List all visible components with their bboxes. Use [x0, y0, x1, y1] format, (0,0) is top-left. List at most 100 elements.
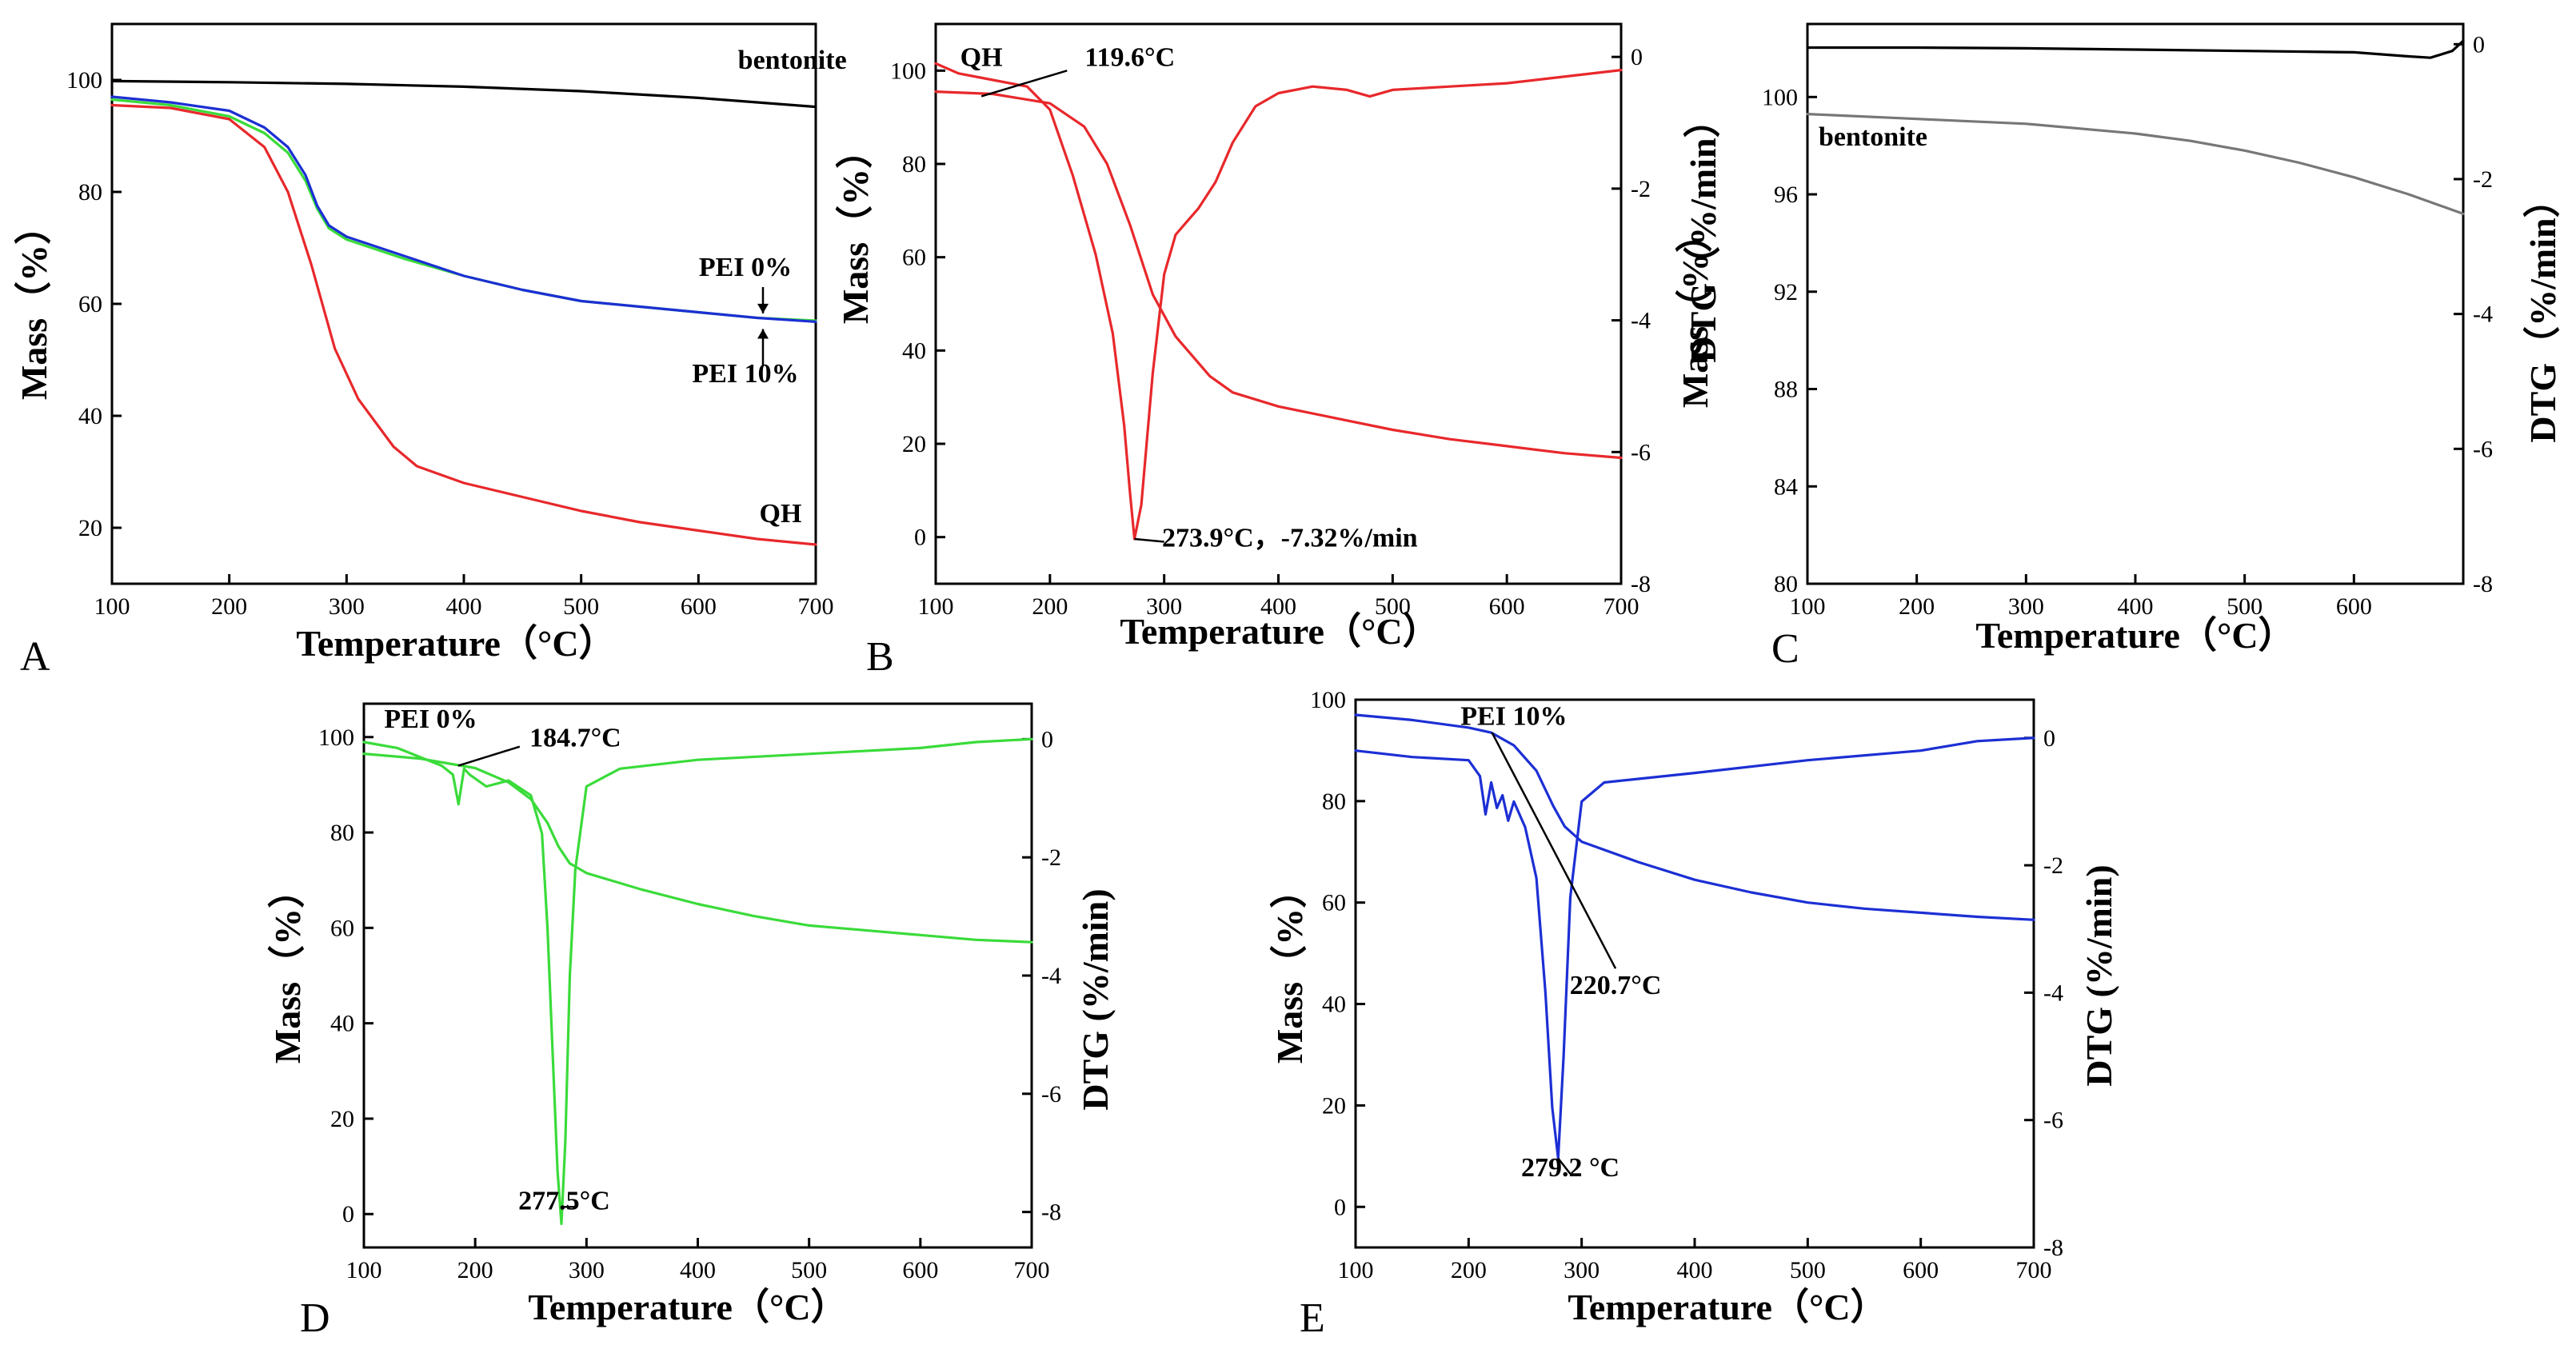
y-tick-label: 40 [330, 1011, 354, 1037]
x-tick-label: 400 [446, 593, 482, 620]
annotation: QH [760, 499, 802, 529]
y-tick-label: 40 [902, 337, 926, 364]
annotation: PEI 10% [1460, 702, 1567, 732]
y2-tick-label: -2 [1041, 844, 1061, 871]
y-tick-label: 0 [342, 1201, 354, 1227]
x-tick-label: 100 [918, 593, 954, 620]
x-tick-label: 400 [680, 1257, 716, 1283]
x-tick-label: 700 [1014, 1257, 1050, 1283]
panel-A: 100 200 300 400 500 600 700 20 40 60 80 100 Temperat… [14, 22, 847, 680]
leader-line [1491, 732, 1617, 969]
y2-tick-label: -8 [2043, 1235, 2063, 1261]
y2-tick-label: -4 [2473, 301, 2493, 328]
y2-tick-label: 0 [1041, 726, 1053, 752]
arrow-head-down [757, 303, 769, 313]
x-tick-label: 700 [2016, 1257, 2052, 1283]
y2-axis-label: DTG（%/min） [1683, 101, 1723, 362]
series-B-1 [934, 62, 1623, 541]
y2-tick-label: 0 [2473, 31, 2485, 58]
y-tick-label: 80 [1774, 571, 1798, 597]
x-axis-label: Temperature（°C） [528, 1287, 847, 1327]
leader-line [1134, 537, 1164, 543]
arrow-head-up [757, 329, 769, 339]
y2-tick-label: -4 [1631, 308, 1651, 334]
x-tick-label: 300 [1146, 593, 1182, 620]
y-tick-label: 100 [890, 58, 926, 84]
y-tick-label: 100 [1310, 687, 1346, 713]
plot-frame [362, 702, 1033, 1249]
x-tick-label: 600 [1489, 593, 1525, 620]
series-A-1 [110, 103, 817, 546]
series-A-2 [110, 98, 817, 322]
y-tick-label: 96 [1774, 182, 1798, 208]
y-tick-label: 84 [1774, 473, 1798, 500]
y2-tick-label: -8 [2473, 571, 2493, 597]
x-tick-label: 100 [1338, 1257, 1374, 1283]
y-tick-label: 60 [902, 245, 926, 271]
x-tick-label: 500 [2227, 593, 2262, 620]
x-tick-label: 200 [457, 1257, 493, 1283]
y-tick-label: 20 [902, 431, 926, 457]
y2-tick-label: -6 [1631, 439, 1651, 465]
x-tick-label: 300 [569, 1257, 605, 1283]
x-tick-label: 700 [798, 593, 834, 620]
y-axis-label: Mass（%） [1675, 216, 1715, 408]
annotation: 277.5°C [518, 1186, 610, 1215]
y2-tick-label: -8 [1631, 571, 1651, 597]
x-axis-label: Temperature（°C） [1975, 615, 2294, 656]
y-tick-label: 40 [1322, 992, 1346, 1018]
x-tick-label: 100 [1790, 593, 1826, 620]
x-tick-label: 500 [1790, 1257, 1826, 1283]
x-axis-label: Temperature（°C） [1568, 1287, 1887, 1327]
series-A-3 [110, 95, 817, 323]
annotation: 119.6°C [1084, 43, 1175, 73]
x-tick-label: 600 [681, 593, 717, 620]
y2-tick-label: -2 [1631, 176, 1651, 202]
x-tick-label: 500 [1375, 593, 1411, 620]
x-tick-label: 300 [1564, 1257, 1600, 1283]
y2-tick-label: -6 [1041, 1081, 1061, 1108]
series-D-1 [362, 737, 1033, 1226]
y2-tick-label: -8 [1041, 1199, 1061, 1226]
panel-E: 100 200 300 400 500 600 700 0 20 40 60 80 100 0 -2 -4 -6… [1269, 687, 2119, 1341]
y2-axis-label: DTG (%/min) [2079, 864, 2119, 1086]
y2-axis-label: DTG（%/min） [2522, 181, 2563, 442]
y2-tick-label: -2 [2473, 166, 2493, 193]
annotation: 273.9°C，-7.32%/min [1162, 523, 1418, 553]
x-tick-label: 700 [1604, 593, 1639, 620]
x-tick-label: 400 [2118, 593, 2154, 620]
series-B-0 [934, 90, 1623, 460]
series-C-0 [1806, 113, 2465, 215]
series-D-0 [362, 752, 1033, 944]
y-tick-label: 40 [78, 403, 102, 429]
y-axis-label: Mass（%） [835, 132, 876, 324]
annotation: PEI 0% [384, 704, 477, 734]
y-tick-label: 100 [66, 67, 102, 94]
x-tick-label: 100 [346, 1257, 382, 1283]
y-tick-label: 60 [1322, 890, 1346, 916]
annotation: 279.2 °C [1521, 1153, 1619, 1183]
y-tick-label: 60 [330, 915, 354, 941]
plot-frame [1806, 22, 2465, 585]
x-tick-label: 500 [563, 593, 599, 620]
x-tick-label: 200 [1899, 593, 1935, 620]
panel-label: C [1771, 626, 1799, 672]
y-tick-label: 92 [1774, 279, 1798, 305]
annotation: PEI 10% [692, 359, 798, 389]
plot-frame [934, 22, 1623, 585]
y-tick-label: 80 [330, 820, 354, 846]
annotation: PEI 0% [699, 253, 792, 282]
series-A-0 [110, 79, 817, 109]
y-tick-label: 80 [1322, 788, 1346, 815]
panel-C: 100 200 300 400 500 600 80 84 88 92 96 100 0 -2 -4 -6 -8… [1675, 22, 2563, 672]
y2-tick-label: -4 [2043, 980, 2063, 1006]
series-E-0 [1354, 713, 2035, 921]
series-E-1 [1354, 736, 2035, 1160]
annotation: bentonite [1819, 122, 1927, 152]
x-axis-label: Temperature（°C） [296, 623, 615, 664]
y-tick-label: 88 [1774, 377, 1798, 403]
annotation: 184.7°C [529, 724, 621, 753]
plot-frame [1354, 698, 2035, 1249]
x-tick-label: 100 [94, 593, 130, 620]
